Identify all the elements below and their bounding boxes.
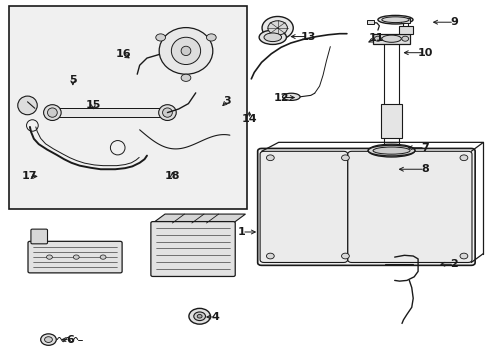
Ellipse shape xyxy=(266,253,274,259)
Text: 3: 3 xyxy=(223,96,231,106)
Ellipse shape xyxy=(197,315,202,318)
Ellipse shape xyxy=(158,105,176,121)
Ellipse shape xyxy=(156,34,165,41)
Text: 1: 1 xyxy=(238,227,245,237)
Ellipse shape xyxy=(264,33,281,41)
Text: 9: 9 xyxy=(449,17,457,27)
Text: 10: 10 xyxy=(416,48,432,58)
Text: 13: 13 xyxy=(300,32,315,41)
Ellipse shape xyxy=(43,105,61,121)
Ellipse shape xyxy=(41,334,56,345)
Text: 2: 2 xyxy=(449,259,457,269)
Ellipse shape xyxy=(159,28,212,74)
Ellipse shape xyxy=(162,108,172,117)
Text: 12: 12 xyxy=(273,93,288,103)
Ellipse shape xyxy=(259,30,286,44)
Text: 15: 15 xyxy=(85,100,101,110)
Ellipse shape xyxy=(341,253,348,259)
Ellipse shape xyxy=(282,93,300,100)
Ellipse shape xyxy=(73,255,79,259)
FancyBboxPatch shape xyxy=(257,148,474,265)
Ellipse shape xyxy=(266,155,274,161)
Ellipse shape xyxy=(46,255,52,259)
Ellipse shape xyxy=(341,155,348,161)
Text: 4: 4 xyxy=(211,312,219,322)
Bar xyxy=(372,34,409,44)
Polygon shape xyxy=(153,214,245,223)
Ellipse shape xyxy=(367,145,414,156)
Ellipse shape xyxy=(381,35,401,42)
Text: 18: 18 xyxy=(164,171,180,181)
FancyBboxPatch shape xyxy=(151,222,235,276)
Ellipse shape xyxy=(372,147,409,154)
Ellipse shape xyxy=(401,36,408,41)
Text: 14: 14 xyxy=(241,114,257,124)
Ellipse shape xyxy=(47,108,57,117)
Ellipse shape xyxy=(44,337,52,342)
Ellipse shape xyxy=(262,17,293,40)
Ellipse shape xyxy=(459,155,467,161)
Bar xyxy=(9,6,246,209)
Ellipse shape xyxy=(171,37,200,64)
FancyBboxPatch shape xyxy=(347,151,471,262)
Text: 7: 7 xyxy=(420,143,428,153)
Ellipse shape xyxy=(381,17,408,23)
Text: 6: 6 xyxy=(66,334,74,345)
Ellipse shape xyxy=(377,15,412,24)
Ellipse shape xyxy=(374,36,381,41)
FancyBboxPatch shape xyxy=(31,229,47,244)
Text: 11: 11 xyxy=(367,33,383,43)
Ellipse shape xyxy=(459,253,467,259)
FancyBboxPatch shape xyxy=(260,151,347,262)
Ellipse shape xyxy=(188,309,210,324)
Bar xyxy=(366,21,373,24)
Ellipse shape xyxy=(18,96,37,115)
Ellipse shape xyxy=(181,46,190,55)
Ellipse shape xyxy=(206,34,216,41)
Bar xyxy=(398,26,412,34)
Bar xyxy=(56,108,163,117)
FancyBboxPatch shape xyxy=(28,241,122,273)
Bar xyxy=(400,18,409,23)
Text: 16: 16 xyxy=(116,49,131,59)
Ellipse shape xyxy=(193,312,205,320)
Text: 5: 5 xyxy=(69,75,77,85)
Text: 17: 17 xyxy=(21,171,37,181)
Text: 8: 8 xyxy=(420,164,428,174)
Ellipse shape xyxy=(100,255,106,259)
Ellipse shape xyxy=(181,74,190,81)
Ellipse shape xyxy=(267,21,287,35)
Bar xyxy=(380,104,402,138)
Ellipse shape xyxy=(367,144,414,157)
